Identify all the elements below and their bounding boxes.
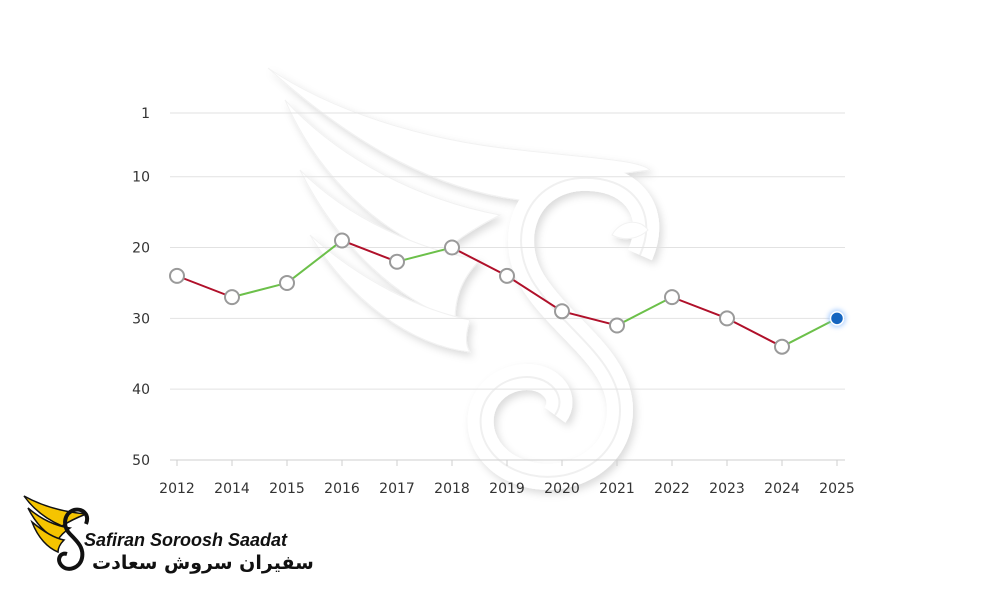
- x-tick-label: 2012: [159, 481, 195, 497]
- data-point: [444, 239, 460, 256]
- line-segment: [561, 310, 618, 327]
- x-tick-label: 2022: [654, 481, 690, 497]
- data-point: [609, 317, 625, 334]
- data-point: [169, 267, 185, 284]
- x-tick-label: 2018: [434, 481, 470, 497]
- y-tick-label: 50: [132, 453, 150, 469]
- data-point: [719, 310, 735, 327]
- data-point-current: [829, 311, 845, 326]
- x-tick-label: 2014: [214, 481, 250, 497]
- line-segment: [176, 274, 233, 299]
- line-segment: [231, 281, 288, 299]
- x-tick-label: 2020: [544, 481, 580, 497]
- x-tick-label: 2025: [819, 481, 855, 497]
- x-tick-label: 2024: [764, 481, 800, 497]
- x-tick-label: 2016: [324, 481, 360, 497]
- y-tick-label: 1: [141, 106, 150, 122]
- y-tick-label: 30: [132, 311, 150, 327]
- series-points: [169, 232, 846, 355]
- data-point: [554, 303, 570, 320]
- line-segment: [671, 296, 728, 320]
- data-point: [774, 338, 790, 355]
- line-segment: [341, 239, 398, 263]
- winged-s-logo-icon: [23, 495, 89, 571]
- data-point: [279, 274, 295, 291]
- line-segment: [616, 296, 673, 327]
- y-tick-label: 20: [132, 241, 150, 257]
- x-tick-label: 2017: [379, 481, 415, 497]
- x-tick-label: 2023: [709, 481, 745, 497]
- y-tick-label: 40: [132, 382, 150, 398]
- data-point: [664, 289, 680, 306]
- series-line: [176, 239, 838, 348]
- x-axis: 2012 2014 2015 2016 2017 2018 2019 2020 2021 2022…: [159, 459, 855, 497]
- x-tick-label: 2019: [489, 481, 525, 497]
- x-tick-label: 2015: [269, 481, 305, 497]
- brand-name-english: Safiran Soroosh Saadat: [84, 530, 288, 550]
- data-point: [389, 253, 405, 270]
- x-tick-label: 2021: [599, 481, 635, 497]
- data-point: [499, 267, 515, 284]
- line-segment: [726, 317, 783, 348]
- line-segment: [781, 317, 838, 348]
- line-segment: [286, 239, 343, 284]
- data-point: [334, 232, 350, 249]
- brand-name-persian: سفیران سروش سعادت: [92, 552, 314, 574]
- line-segment: [396, 246, 453, 263]
- line-segment: [506, 274, 563, 313]
- y-tick-label: 10: [132, 170, 150, 186]
- line-segment: [451, 246, 508, 277]
- winged-s-watermark-icon: [267, 67, 660, 490]
- y-axis: 1 10 20 30 40 50: [132, 106, 150, 469]
- data-point: [224, 289, 240, 306]
